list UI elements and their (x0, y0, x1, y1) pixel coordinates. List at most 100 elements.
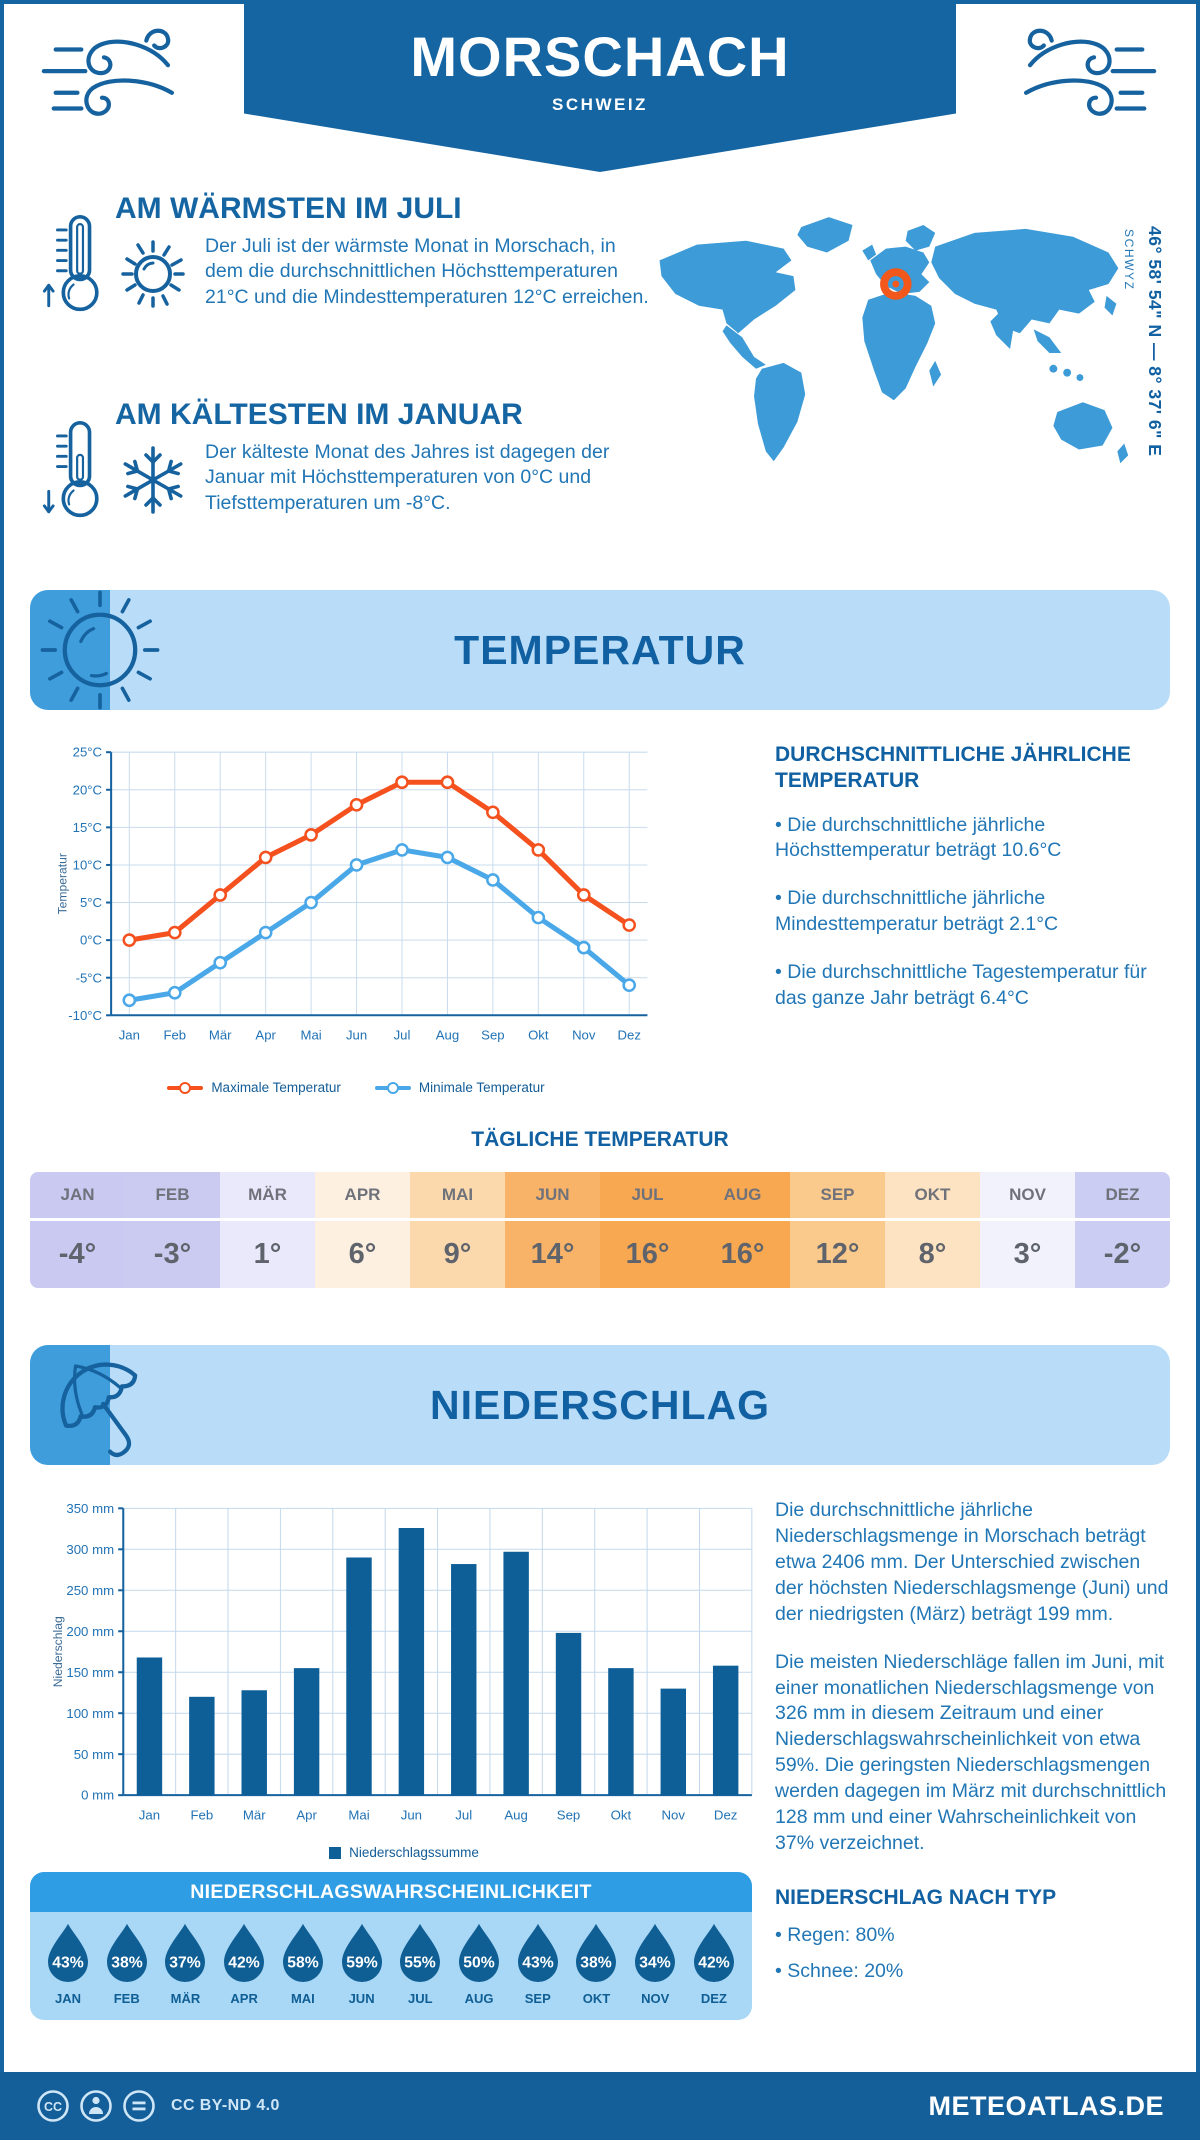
svg-text:Jul: Jul (394, 1028, 411, 1043)
legend-item: Niederschlagssumme (329, 1845, 479, 1860)
droplet-icon: 55% (400, 1923, 441, 1983)
svg-text:Okt: Okt (611, 1808, 632, 1823)
cc-icon: CC (37, 2090, 69, 2122)
droplet-icon: 43% (517, 1923, 558, 1983)
daily-temp-value: 16° (695, 1221, 790, 1288)
snowflake-icon (123, 446, 183, 514)
daily-temp-cell: JAN -4° (30, 1172, 125, 1288)
svg-text:Jan: Jan (139, 1808, 160, 1823)
daily-temp-cell: DEZ -2° (1075, 1172, 1170, 1288)
daily-temp-month: APR (315, 1172, 410, 1218)
svg-text:Aug: Aug (504, 1808, 528, 1823)
daily-temp-cell: OKT 8° (885, 1172, 980, 1288)
thermometer-up-icon (42, 215, 99, 312)
daily-temp-value: -4° (30, 1221, 125, 1288)
droplet-icon: 34% (635, 1923, 676, 1983)
bar (189, 1696, 215, 1796)
daily-temp-month: JUN (505, 1172, 600, 1218)
page-subtitle: SCHWEIZ (552, 95, 648, 114)
probability-title: NIEDERSCHLAGSWAHRSCHEINLICHKEIT (30, 1872, 752, 1912)
svg-text:350 mm: 350 mm (66, 1501, 114, 1516)
daily-temp-cell: MAI 9° (410, 1172, 505, 1288)
precipitation-type: • Schnee: 20% (775, 1960, 904, 1983)
daily-temp-month: MAI (410, 1172, 505, 1218)
probability-drop: 38% FEB (101, 1922, 153, 2006)
probability-drop: 42% DEZ (688, 1922, 740, 2006)
svg-text:250 mm: 250 mm (66, 1583, 114, 1598)
probability-drop: 43% SEP (512, 1922, 564, 2006)
daily-temp-cell: NOV 3° (980, 1172, 1075, 1288)
svg-text:Apr: Apr (296, 1808, 317, 1823)
svg-text:38%: 38% (581, 1955, 612, 1972)
svg-text:Dez: Dez (618, 1028, 641, 1043)
coldest-block: AM KÄLTESTEN IM JANUAR Der kälteste Mona… (40, 398, 650, 538)
temperature-stats-title: DURCHSCHNITTLICHE JÄHRLICHE TEMPERATUR (775, 743, 1131, 793)
warmest-text: Der Juli ist der wärmste Monat in Morsch… (205, 235, 649, 308)
svg-text:300 mm: 300 mm (66, 1542, 114, 1557)
daily-temp-month: FEB (125, 1172, 220, 1218)
svg-text:Jun: Jun (401, 1808, 422, 1823)
svg-text:100 mm: 100 mm (66, 1706, 114, 1721)
site-label: METEOATLAS.DE (928, 2090, 1164, 2121)
bar (293, 1668, 320, 1796)
temperature-stat: • Die durchschnittliche jährliche Höchst… (775, 813, 1062, 862)
droplet-icon: 37% (165, 1923, 206, 1983)
svg-text:0°C: 0°C (80, 933, 102, 948)
daily-temperature-table: JAN -4° FEB -3° MÄR 1° APR 6° MAI 9° JUN 14° JUL 16° A… (30, 1172, 1170, 1288)
probability-month: MÄR (170, 1991, 201, 2006)
svg-text:50 mm: 50 mm (74, 1747, 114, 1762)
location-marker (880, 268, 912, 300)
bar (608, 1668, 634, 1796)
svg-text:Okt: Okt (528, 1028, 549, 1043)
precipitation-type-title: NIEDERSCHLAG NACH TYP (775, 1885, 1057, 1909)
svg-text:20°C: 20°C (73, 782, 102, 797)
bar (398, 1527, 425, 1796)
daily-temp-value: 8° (885, 1221, 980, 1288)
daily-temp-month: AUG (695, 1172, 790, 1218)
precipitation-banner: NIEDERSCHLAG (30, 1345, 1170, 1465)
temperature-banner: TEMPERATUR (30, 590, 1170, 710)
precipitation-bar-chart: 0 mm 50 mm 100 mm 150 mm 200 mm 250 mm 300 mm 3… (51, 1501, 753, 1823)
svg-text:55%: 55% (405, 1955, 436, 1972)
daily-temp-value: 14° (505, 1221, 600, 1288)
probability-drop: 34% NOV (629, 1922, 681, 2006)
svg-text:25°C: 25°C (73, 745, 102, 760)
daily-temp-value: 9° (410, 1221, 505, 1288)
wind-icon (41, 28, 175, 116)
svg-text:Mai: Mai (301, 1028, 322, 1043)
daily-temp-month: OKT (885, 1172, 980, 1218)
svg-text:Mär: Mär (209, 1028, 232, 1043)
daily-temp-cell: JUL 16° (600, 1172, 695, 1288)
coldest-text: Der kälteste Monat des Jahres ist dagege… (205, 441, 610, 514)
daily-temp-month: JUL (600, 1172, 695, 1218)
probability-month: OKT (582, 1991, 611, 2006)
droplet-icon: 38% (106, 1923, 147, 1983)
precipitation-chart-legend: Niederschlagssumme (48, 1845, 760, 1860)
sun-banner-icon (40, 590, 160, 710)
svg-text:Mai: Mai (348, 1808, 369, 1823)
probability-month: APR (230, 1991, 258, 2006)
temperature-stat: • Die durchschnittliche jährliche Mindes… (775, 887, 1059, 936)
droplet-icon: 42% (224, 1923, 265, 1983)
svg-text:Niederschlag: Niederschlag (51, 1616, 65, 1687)
svg-text:50%: 50% (463, 1955, 494, 1972)
svg-text:37%: 37% (170, 1955, 201, 1972)
svg-text:Dez: Dez (714, 1808, 738, 1823)
probability-drop: 37% MÄR (159, 1922, 211, 2006)
daily-temp-cell: JUN 14° (505, 1172, 600, 1288)
page-title: MORSCHACH (410, 25, 790, 88)
precipitation-text: Die durchschnittliche jährliche Niedersc… (775, 1498, 1173, 1995)
daily-temp-value: 6° (315, 1221, 410, 1288)
thermometer-down-icon (42, 421, 99, 518)
svg-text:150 mm: 150 mm (66, 1665, 114, 1680)
probability-drop: 58% MAI (277, 1922, 329, 2006)
region-label: SCHWYZ (1122, 229, 1136, 291)
svg-text:Sep: Sep (557, 1808, 581, 1823)
precipitation-paragraph: Die meisten Niederschläge fallen im Juni… (775, 1650, 1167, 1855)
svg-text:59%: 59% (346, 1955, 377, 1972)
probability-month: NOV (641, 1991, 670, 2006)
droplet-icon: 38% (576, 1923, 617, 1983)
daily-temp-month: DEZ (1075, 1172, 1170, 1218)
svg-text:0 mm: 0 mm (81, 1788, 114, 1803)
